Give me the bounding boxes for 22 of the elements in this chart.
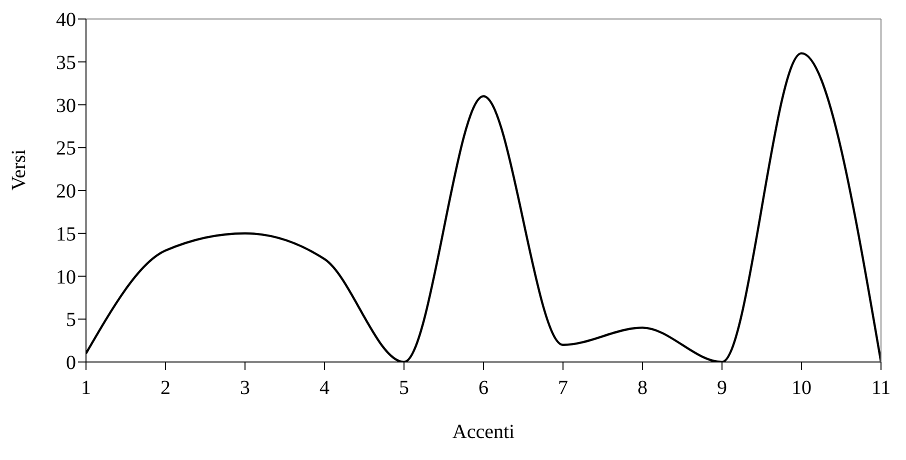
y-axis-title: Versi — [8, 148, 30, 190]
x-tick-label: 1 — [81, 377, 91, 400]
x-tick-label: 3 — [240, 377, 250, 400]
y-tick-label: 30 — [56, 94, 76, 117]
y-tick-label: 35 — [56, 52, 76, 74]
x-tick-label: 8 — [638, 377, 648, 400]
x-tick-label: 6 — [478, 377, 488, 400]
x-axis-title: Accenti — [452, 421, 516, 443]
x-tick-label: 10 — [792, 377, 812, 400]
x-tick-label: 9 — [717, 377, 727, 400]
y-tick-label: 0 — [66, 352, 76, 374]
x-tick-label: 7 — [558, 377, 568, 400]
y-tick-label: 5 — [66, 309, 76, 332]
x-tick-label: 4 — [320, 377, 330, 400]
x-tick-label: 2 — [160, 377, 170, 400]
x-tick-label: 5 — [399, 377, 409, 400]
y-tick-label: 20 — [56, 180, 76, 203]
y-tick-label: 10 — [56, 266, 76, 288]
x-tick-label: 11 — [871, 377, 891, 400]
y-tick-label: 40 — [56, 9, 76, 32]
y-tick-label: 25 — [56, 138, 76, 160]
y-tick-label: 15 — [56, 223, 76, 246]
